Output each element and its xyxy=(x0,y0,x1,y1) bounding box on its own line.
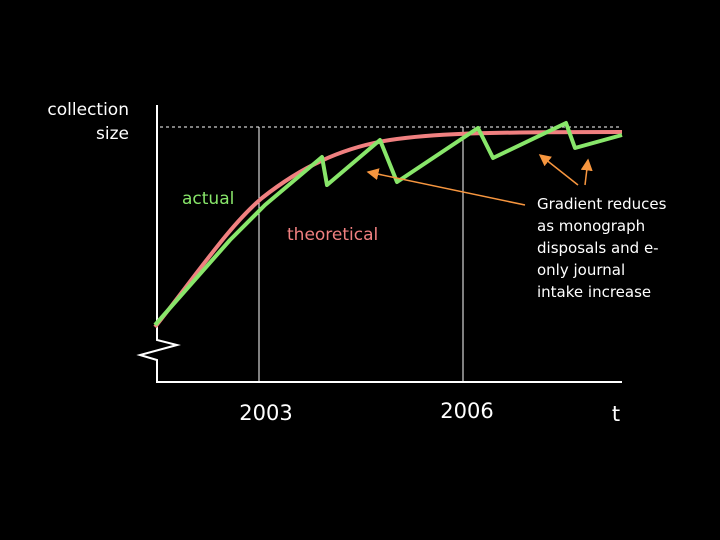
axes xyxy=(136,105,622,383)
arrow xyxy=(366,168,526,206)
y-label: size xyxy=(96,124,129,144)
y-label: collection xyxy=(47,100,129,120)
x-label: 2003 xyxy=(239,401,292,425)
actual-label: actual xyxy=(182,189,234,209)
theoretical-label: theoretical xyxy=(287,225,378,245)
arrow xyxy=(538,154,579,186)
actual-curve xyxy=(153,121,623,327)
x-end-label: t xyxy=(612,402,620,426)
annotation-line: only journal xyxy=(537,261,625,279)
annotation-line: disposals and e- xyxy=(537,239,659,257)
arrow xyxy=(580,158,593,186)
x-label: 2006 xyxy=(440,399,493,423)
annotation-line: intake increase xyxy=(537,283,651,301)
annotation-line: Gradient reduces xyxy=(537,195,667,213)
annotation-line: as monograph xyxy=(537,217,645,235)
